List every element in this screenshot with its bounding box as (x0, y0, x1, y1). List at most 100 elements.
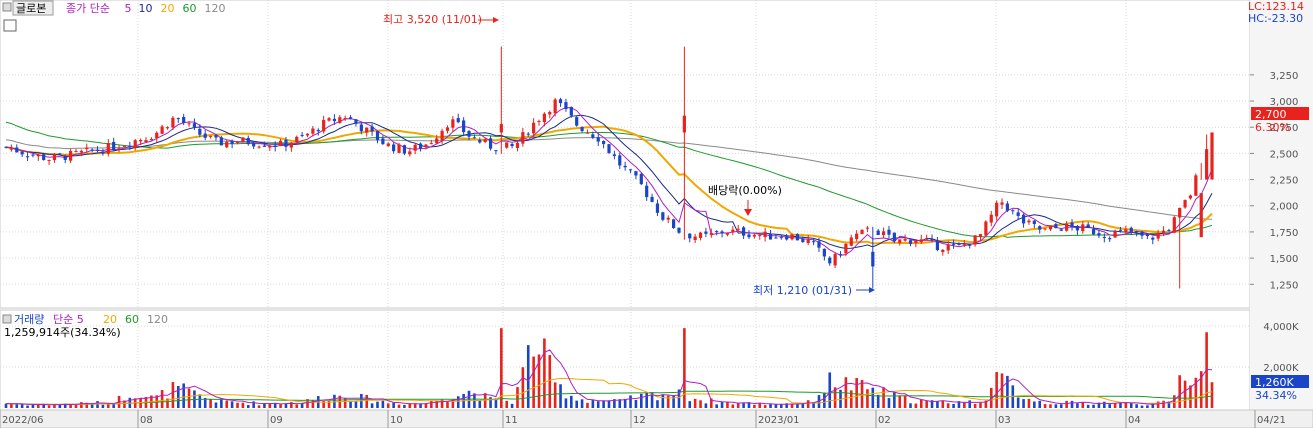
volume-bar (241, 402, 245, 408)
grid-icon[interactable] (3, 19, 17, 32)
candle-body (1011, 210, 1015, 212)
candle-body (1075, 226, 1080, 231)
ma20-line (5, 125, 1213, 245)
candle-body (429, 143, 433, 145)
volume-bar (591, 400, 595, 408)
candle-body (672, 219, 676, 229)
volume-bar (1043, 404, 1047, 408)
volume-bar (187, 388, 191, 408)
volume-bar (532, 356, 535, 408)
volume-bar (516, 387, 519, 408)
volume-bar (893, 392, 896, 408)
date-label: 02 (878, 415, 891, 426)
candle-body (1059, 229, 1063, 231)
candle-body (182, 117, 186, 123)
candle-body (968, 244, 972, 246)
volume-bar (31, 404, 35, 408)
candle-body (1167, 230, 1171, 232)
candle-body (865, 227, 870, 229)
candle-body (246, 137, 250, 145)
volume-bar (424, 403, 428, 408)
candle-body (575, 117, 579, 126)
volume-bar (85, 402, 89, 408)
volume-bar (80, 402, 83, 408)
candle-body (25, 156, 30, 158)
candle-body (219, 137, 223, 146)
candle-body (930, 238, 934, 240)
price-axis-area (1250, 0, 1313, 410)
volume-bar (489, 397, 492, 408)
volume-bar (230, 401, 234, 408)
candle-body (693, 236, 697, 240)
volume-bar (403, 404, 406, 408)
candle-body (451, 119, 455, 128)
volume-bar (160, 390, 164, 408)
price-tick-label: 2,500 (1270, 149, 1299, 160)
candle-body (682, 115, 686, 133)
volume-bar (1129, 402, 1133, 408)
volume-bar (946, 403, 950, 408)
candle-body (806, 239, 810, 244)
volume-bar (553, 382, 557, 408)
volume-bar (1076, 403, 1079, 408)
volume-bar (112, 404, 115, 408)
candle-body (128, 145, 132, 147)
volume-axis-ticks: 4,000K 2,000K (1263, 322, 1299, 374)
candle-body (532, 122, 536, 134)
volume-bar (1194, 377, 1198, 408)
candle-body (112, 141, 116, 151)
candle-body (235, 141, 240, 143)
candle-body (763, 231, 767, 237)
price-tick-label: 1,250 (1270, 280, 1299, 291)
candle-body (343, 117, 347, 119)
candle-body (688, 233, 692, 239)
volume-bar (69, 404, 72, 408)
volume-bar (812, 402, 815, 408)
candle-body (925, 238, 929, 240)
volume-bar (4, 403, 8, 408)
candle-body (138, 139, 143, 142)
volume-bar (252, 401, 255, 408)
candle-body (903, 239, 907, 241)
candle-body (1161, 230, 1166, 233)
date-label: 2023/01 (758, 415, 800, 426)
candle-body (828, 257, 832, 264)
candle-body (537, 121, 541, 123)
volume-bar (666, 395, 670, 408)
candle-body (42, 154, 46, 160)
candle-body (741, 227, 746, 236)
volume-bar (618, 399, 622, 408)
candle-body (768, 233, 773, 240)
symbol-button[interactable] (12, 0, 54, 16)
price-legend-item: 종가 단순 (66, 2, 110, 15)
volume-bar (1038, 400, 1042, 408)
volume-bar (90, 404, 94, 408)
volume-toggle-icon[interactable] (2, 314, 12, 324)
volume-bar (758, 402, 762, 408)
volume-bar (209, 399, 212, 408)
volume-bar (20, 404, 24, 408)
volume-bar (564, 398, 568, 408)
volume-bar (333, 394, 336, 408)
volume-bar (413, 403, 417, 408)
volume-bar (58, 404, 62, 408)
volume-bar (397, 404, 401, 408)
candle-body (817, 241, 821, 248)
last-price-value: 2,700 (1255, 108, 1287, 121)
volume-bar (42, 403, 45, 408)
candle-body (36, 154, 40, 157)
candle-body (715, 231, 719, 233)
volume-bar (257, 405, 261, 408)
volume-bar (15, 403, 19, 408)
volume-bar (1146, 405, 1149, 408)
candle-body (892, 232, 896, 242)
candle-body (1124, 229, 1128, 233)
volume-bar (1173, 395, 1176, 408)
candle-body (402, 145, 407, 154)
candle-body (731, 229, 735, 232)
panel-toggle-icon[interactable] (2, 2, 12, 12)
volume-bar (478, 400, 482, 408)
candle-body (655, 203, 660, 213)
candle-body (300, 134, 304, 136)
last-volume-change: 34.34% (1255, 389, 1297, 402)
